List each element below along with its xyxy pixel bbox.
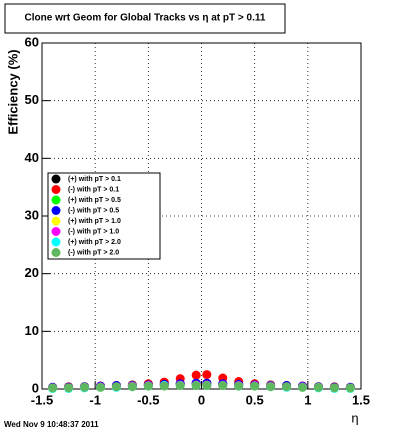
legend-label: (-) with pT > 1.0 — [68, 228, 119, 235]
x-tick-label: -1 — [89, 392, 101, 407]
point — [111, 382, 121, 392]
x-tick-label: -1.5 — [31, 392, 53, 407]
legend-marker — [51, 185, 61, 194]
y-tick-label: 10 — [25, 323, 39, 338]
y-tick-label: 0 — [32, 380, 39, 395]
point — [202, 370, 212, 380]
y-tick-label: 50 — [25, 92, 39, 107]
point — [48, 383, 58, 393]
legend-box — [47, 172, 161, 260]
point — [64, 383, 74, 393]
y-axis-label: Efficiency (%) — [5, 49, 20, 134]
point — [202, 381, 212, 391]
point — [282, 382, 292, 392]
y-tick-label: 20 — [25, 265, 39, 280]
title-box — [4, 3, 286, 34]
point — [95, 382, 105, 392]
point — [250, 381, 260, 391]
point — [127, 382, 137, 392]
x-tick-label: -0.5 — [137, 392, 159, 407]
legend-marker — [51, 227, 61, 236]
point — [175, 381, 185, 391]
legend-marker — [51, 195, 61, 205]
y-tick-label: 40 — [25, 150, 39, 165]
point — [345, 383, 355, 393]
point — [298, 382, 308, 392]
y-tick-label: 60 — [25, 34, 39, 49]
legend-label: (+) with pT > 0.1 — [68, 176, 121, 183]
legend-marker — [51, 206, 61, 215]
x-tick-label: 0 — [198, 392, 205, 407]
point — [218, 381, 228, 391]
point — [143, 381, 153, 391]
legend-marker — [51, 237, 61, 247]
legend-label: (+) with pT > 1.0 — [68, 218, 121, 225]
legend-marker — [51, 216, 61, 226]
legend-marker — [51, 248, 61, 257]
legend-label: (+) with pT > 0.5 — [68, 197, 121, 204]
legend-marker — [51, 174, 61, 184]
point — [234, 381, 244, 391]
point — [329, 383, 339, 393]
legend-label: (-) with pT > 0.1 — [68, 186, 119, 193]
x-tick-label: 1 — [304, 392, 311, 407]
footer: Wed Nov 9 10:48:37 2011 — [4, 420, 99, 429]
point — [191, 381, 201, 391]
point — [159, 381, 169, 391]
point — [266, 382, 276, 392]
y-tick-label: 30 — [25, 207, 39, 222]
chart-title: Clone wrt Geom for Global Tracks vs η at… — [25, 13, 266, 24]
point — [80, 382, 90, 392]
legend-label: (-) with pT > 2.0 — [68, 249, 119, 256]
x-tick-label: 0.5 — [246, 392, 264, 407]
legend-label: (+) with pT > 2.0 — [68, 239, 121, 246]
point — [313, 382, 323, 392]
x-axis-label: η — [351, 410, 358, 425]
x-tick-label: 1.5 — [352, 392, 370, 407]
legend-label: (-) with pT > 0.5 — [68, 207, 119, 214]
point — [191, 370, 201, 380]
